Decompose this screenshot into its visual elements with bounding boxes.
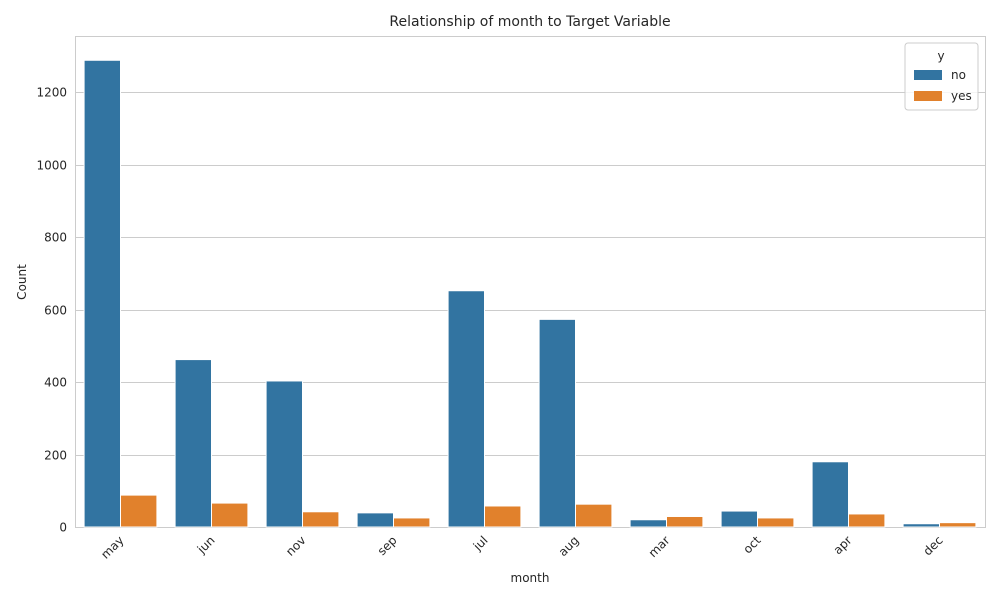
legend-swatch-no [914,70,942,80]
y-tick-label-0: 0 [59,521,67,535]
bar-jul-no [447,290,486,528]
bar-aug-no [538,318,576,528]
bar-dec-yes [939,522,977,528]
y-tick-label-200: 200 [44,449,67,463]
bar-may-no [83,59,121,528]
bar-aug-yes [575,503,613,528]
bar-mar-no [629,519,667,528]
legend: y no yes [904,42,979,111]
bar-apr-yes [848,513,886,528]
y-tick-label-1200: 1200 [36,86,67,100]
y-tick-label-1000: 1000 [36,159,67,173]
bar-jun-no [174,359,213,528]
legend-title: y [937,49,944,63]
bar-jul-yes [484,505,522,528]
x-axis-label: month [511,571,550,585]
y-axis-ticks: 0 200 400 600 800 1000 1200 [36,86,67,535]
bar-sep-yes [393,517,431,528]
legend-swatch-yes [914,91,942,101]
bar-may-yes [120,494,158,528]
legend-label-yes: yes [951,89,972,103]
bar-jun-yes [211,502,249,528]
plot-area-frame [75,36,986,528]
y-tick-label-400: 400 [44,376,67,390]
bar-sep-no [356,512,395,528]
chart-title: Relationship of month to Target Variable [389,14,670,30]
bar-apr-no [811,461,849,528]
bars [83,59,977,528]
bar-nov-yes [302,511,340,528]
y-tick-label-800: 800 [44,231,67,245]
bar-oct-no [720,510,758,528]
y-tick-label-600: 600 [44,304,67,318]
bar-mar-yes [666,515,704,528]
bar-nov-no [265,380,304,528]
y-axis-label: Count [15,264,29,300]
legend-label-no: no [951,68,966,82]
bar-oct-yes [757,517,795,528]
bar-dec-no [902,523,940,528]
